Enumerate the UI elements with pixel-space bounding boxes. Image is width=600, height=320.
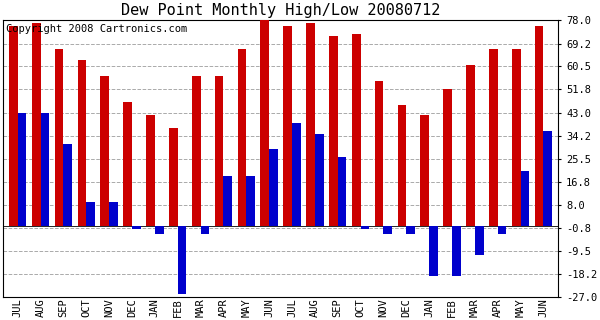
Bar xyxy=(283,26,292,226)
Bar xyxy=(260,20,269,226)
Bar xyxy=(100,76,109,226)
Bar xyxy=(123,102,132,226)
Bar xyxy=(466,65,475,226)
Bar xyxy=(512,49,521,226)
Bar xyxy=(169,128,178,226)
Bar xyxy=(383,226,392,234)
Bar xyxy=(406,226,415,234)
Title: Dew Point Monthly High/Low 20080712: Dew Point Monthly High/Low 20080712 xyxy=(121,3,440,18)
Bar xyxy=(109,202,118,226)
Bar xyxy=(17,113,26,226)
Bar xyxy=(200,226,209,234)
Bar xyxy=(352,34,361,226)
Bar xyxy=(238,49,246,226)
Bar xyxy=(132,226,140,228)
Bar xyxy=(475,226,484,255)
Bar xyxy=(421,115,429,226)
Bar xyxy=(9,26,17,226)
Bar xyxy=(215,76,223,226)
Bar xyxy=(429,226,438,276)
Bar xyxy=(64,144,72,226)
Bar xyxy=(535,26,544,226)
Bar xyxy=(223,176,232,226)
Bar xyxy=(329,36,338,226)
Bar xyxy=(338,157,346,226)
Bar xyxy=(146,115,155,226)
Bar xyxy=(77,60,86,226)
Bar xyxy=(55,49,64,226)
Bar xyxy=(521,171,529,226)
Bar xyxy=(86,202,95,226)
Bar xyxy=(452,226,461,276)
Bar xyxy=(361,226,369,228)
Bar xyxy=(292,123,301,226)
Bar xyxy=(498,226,506,234)
Bar xyxy=(155,226,164,234)
Bar xyxy=(192,76,200,226)
Bar xyxy=(375,81,383,226)
Bar xyxy=(32,23,41,226)
Bar xyxy=(41,113,49,226)
Bar xyxy=(489,49,498,226)
Bar xyxy=(306,23,315,226)
Bar xyxy=(246,176,255,226)
Bar xyxy=(443,89,452,226)
Bar xyxy=(398,105,406,226)
Bar xyxy=(544,131,552,226)
Bar xyxy=(315,134,323,226)
Bar xyxy=(269,149,278,226)
Bar xyxy=(178,226,187,294)
Text: Copyright 2008 Cartronics.com: Copyright 2008 Cartronics.com xyxy=(5,25,187,35)
